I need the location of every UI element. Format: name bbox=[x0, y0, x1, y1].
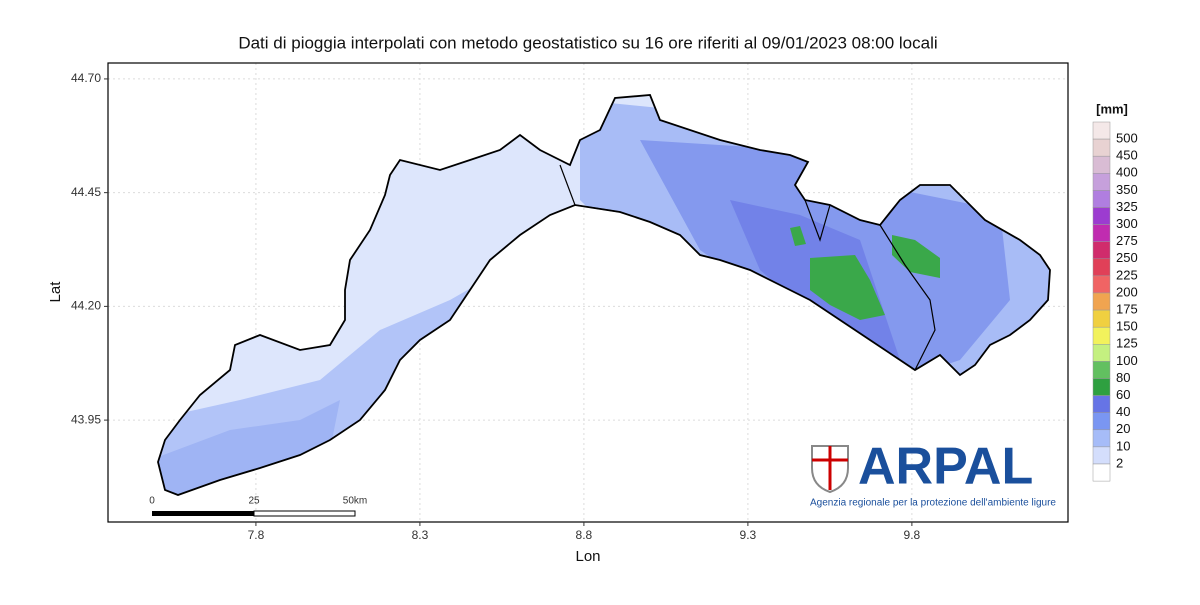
legend-swatch bbox=[1092, 121, 1111, 140]
y-tick-label: 44.70 bbox=[71, 71, 101, 85]
legend-swatch bbox=[1092, 292, 1111, 311]
x-tick-label: 8.3 bbox=[412, 528, 429, 542]
x-tick-label: 9.3 bbox=[740, 528, 757, 542]
legend-label: 80 bbox=[1116, 370, 1130, 385]
x-tick-label: 9.8 bbox=[904, 528, 921, 542]
scale-bar bbox=[152, 511, 254, 516]
legend-swatch bbox=[1092, 361, 1111, 379]
legend-swatch bbox=[1092, 138, 1111, 157]
legend-label: 275 bbox=[1116, 233, 1138, 248]
legend-swatch bbox=[1092, 258, 1111, 277]
legend-swatch bbox=[1092, 412, 1111, 431]
legend-swatch bbox=[1092, 207, 1111, 225]
province-border bbox=[559, 164, 621, 213]
legend-swatch bbox=[1092, 395, 1111, 413]
legend-swatch bbox=[1092, 463, 1111, 482]
legend-label: 100 bbox=[1116, 353, 1138, 368]
field-green bbox=[810, 255, 885, 320]
legend-swatch bbox=[1092, 173, 1111, 191]
scale-label: 25 bbox=[248, 496, 260, 507]
legend-label: 125 bbox=[1116, 336, 1138, 351]
scale-label: 50km bbox=[343, 496, 367, 507]
field-green bbox=[790, 226, 806, 246]
legend-label: 60 bbox=[1116, 387, 1130, 402]
y-tick-label: 44.45 bbox=[71, 185, 101, 199]
field-west-strong bbox=[158, 400, 340, 495]
x-tick-label: 8.8 bbox=[576, 528, 593, 542]
legend-label: 10 bbox=[1116, 438, 1130, 453]
legend-swatch bbox=[1092, 344, 1111, 362]
logo-name: ARPAL bbox=[858, 438, 1033, 496]
legend-label: 500 bbox=[1116, 131, 1138, 146]
legend-swatch bbox=[1092, 429, 1111, 448]
legend-label: 350 bbox=[1116, 182, 1138, 197]
province-border bbox=[879, 224, 936, 371]
field-green bbox=[892, 235, 940, 278]
y-tick-label: 44.20 bbox=[71, 299, 101, 313]
legend-swatch bbox=[1092, 326, 1111, 345]
scale-label: 0 bbox=[149, 496, 155, 507]
legend-label: 325 bbox=[1116, 199, 1138, 214]
legend-swatch bbox=[1092, 241, 1111, 260]
region-border bbox=[157, 94, 1051, 496]
legend-swatch bbox=[1092, 275, 1111, 294]
legend-label: 2 bbox=[1116, 455, 1123, 470]
legend-label: 300 bbox=[1116, 216, 1138, 231]
y-axis-label: Lat bbox=[47, 281, 64, 303]
legend-label: 200 bbox=[1116, 284, 1138, 299]
province-border bbox=[804, 199, 831, 242]
logo: ARPAL Agenzia regionale per la protezion… bbox=[810, 438, 1056, 509]
map-title: Dati di pioggia interpolati con metodo g… bbox=[238, 33, 937, 52]
legend-swatch bbox=[1092, 190, 1111, 208]
legend-swatch bbox=[1092, 446, 1111, 465]
rain-field bbox=[158, 95, 1050, 495]
scale-bar bbox=[253, 510, 356, 517]
legend-label: 450 bbox=[1116, 148, 1138, 163]
x-tick-label: 7.8 bbox=[248, 528, 265, 542]
legend-label: 20 bbox=[1116, 421, 1130, 436]
legend-swatch bbox=[1092, 224, 1111, 242]
legend-swatch bbox=[1092, 378, 1111, 396]
legend-swatch bbox=[1092, 309, 1111, 328]
legend: 500 450 400 350 325 300 275 250 225 200 175 150 125 1… bbox=[1092, 121, 1138, 482]
legend-label: 250 bbox=[1116, 250, 1138, 265]
legend-label: 400 bbox=[1116, 165, 1138, 180]
y-tick-label: 43.95 bbox=[71, 412, 101, 426]
legend-label: 225 bbox=[1116, 267, 1138, 282]
legend-label: 40 bbox=[1116, 404, 1130, 419]
legend-title: [mm] bbox=[1096, 101, 1128, 116]
x-axis-label: Lon bbox=[575, 548, 600, 565]
logo-subtitle: Agenzia regionale per la protezione dell… bbox=[810, 498, 1056, 509]
legend-swatch bbox=[1092, 155, 1111, 174]
plot-frame bbox=[107, 62, 1069, 523]
legend-label: 150 bbox=[1116, 319, 1138, 334]
legend-label: 175 bbox=[1116, 302, 1138, 317]
